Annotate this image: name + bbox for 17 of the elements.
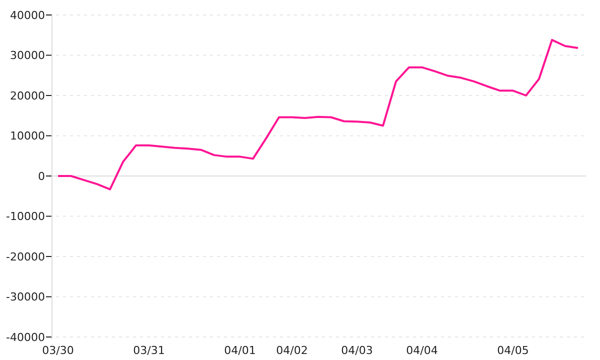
y-tick-label: -10000	[6, 210, 45, 224]
x-tick-label: 03/31	[133, 344, 165, 357]
y-tick-label: 30000	[10, 49, 45, 62]
y-tick-label: 10000	[10, 130, 45, 143]
y-tick-label: 20000	[10, 89, 45, 102]
x-tick-label: 04/04	[406, 344, 438, 357]
y-tick-label: 0	[38, 170, 45, 183]
y-tick-label: 40000	[10, 8, 45, 22]
x-tick-label: 04/03	[341, 344, 373, 357]
x-tick-label: 04/05	[497, 344, 529, 357]
x-tick-label: 03/30	[42, 344, 74, 357]
line-series	[57, 38, 579, 190]
x-tick-label: 04/01	[224, 344, 256, 357]
y-tick-label: -40000	[6, 330, 45, 344]
x-tick-label: 04/02	[276, 344, 308, 357]
y-tick-label: -20000	[6, 250, 45, 264]
y-tick-label: -30000	[6, 290, 45, 304]
